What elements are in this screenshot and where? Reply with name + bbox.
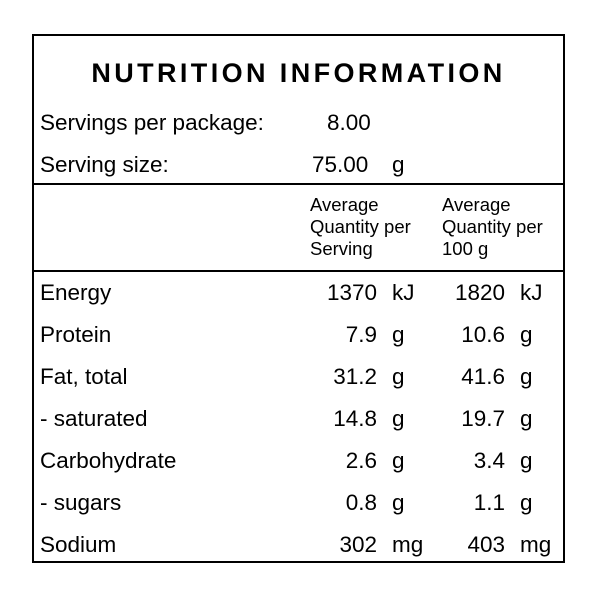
nutrient-serving-value: 31.2 <box>333 364 377 389</box>
serving-size-label: Serving size: <box>40 152 169 177</box>
nutrient-per100-value: 1.1 <box>473 490 505 515</box>
nutrient-name: Carbohydrate <box>40 448 177 473</box>
nutrient-per100-unit: mg <box>520 532 552 557</box>
nutrient-per100-value: 403 <box>467 532 505 557</box>
nutrient-per100-unit: g <box>520 448 533 473</box>
nutrient-name: - sugars <box>40 490 122 515</box>
nutrient-per100-value: 41.6 <box>461 364 505 389</box>
nutrient-name: Fat, total <box>40 364 128 389</box>
nutrient-per100-unit: g <box>520 490 533 515</box>
serving-size-value: 75.00 <box>312 152 369 177</box>
nutrient-serving-unit: g <box>392 406 405 431</box>
nutrient-name: - saturated <box>40 406 148 431</box>
divider-servings <box>34 183 563 185</box>
nutrient-serving-value: 1370 <box>326 280 377 305</box>
nutrient-per100-value: 1820 <box>454 280 505 305</box>
nutrient-serving-unit: kJ <box>392 280 415 305</box>
nutrient-serving-unit: g <box>392 448 405 473</box>
panel-title: NUTRITION INFORMATION <box>91 58 506 88</box>
divider-header <box>34 270 563 272</box>
serving-size-unit: g <box>392 152 405 177</box>
servings-per-package-value: 8.00 <box>327 110 371 135</box>
nutrient-serving-value: 14.8 <box>333 406 377 431</box>
nutrient-serving-unit: g <box>392 322 405 347</box>
nutrient-per100-value: 3.4 <box>473 448 505 473</box>
nutrient-serving-unit: g <box>392 490 405 515</box>
nutrition-panel: NUTRITION INFORMATION Servings per packa… <box>32 34 565 563</box>
nutrient-serving-value: 2.6 <box>345 448 377 473</box>
nutrient-per100-value: 10.6 <box>461 322 505 347</box>
nutrient-serving-unit: mg <box>392 532 424 557</box>
nutrient-serving-value: 7.9 <box>345 322 377 347</box>
nutrient-per100-unit: g <box>520 364 533 389</box>
servings-per-package-label: Servings per package: <box>40 110 264 135</box>
nutrient-per100-unit: g <box>520 322 533 347</box>
nutrient-name: Protein <box>40 322 112 347</box>
nutrient-serving-value: 302 <box>339 532 377 557</box>
nutrient-per100-value: 19.7 <box>461 406 505 431</box>
header-per-serving: Average Quantity per Serving <box>310 194 411 260</box>
header-per-100g: Average Quantity per 100 g <box>442 194 543 260</box>
nutrient-name: Energy <box>40 280 112 305</box>
nutrient-per100-unit: kJ <box>520 280 543 305</box>
nutrient-per100-unit: g <box>520 406 533 431</box>
nutrient-name: Sodium <box>40 532 117 557</box>
nutrient-serving-unit: g <box>392 364 405 389</box>
nutrient-serving-value: 0.8 <box>345 490 377 515</box>
